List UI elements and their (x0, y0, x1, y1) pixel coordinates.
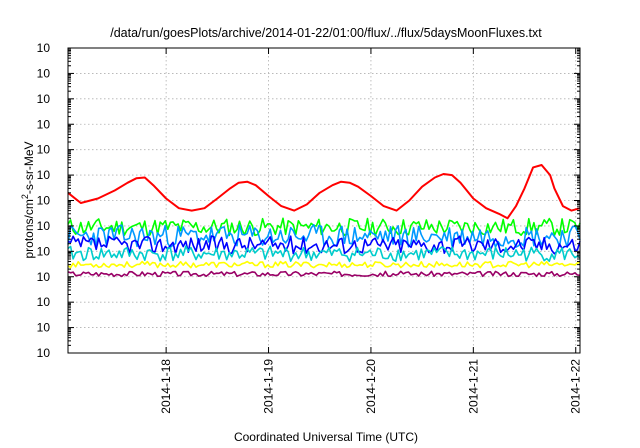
y-tick-label: 10 (37, 219, 51, 233)
y-tick-label: 10 (37, 270, 51, 284)
grid (68, 48, 580, 353)
x-tick-label: 2014-1-22 (569, 359, 583, 414)
y-axis-label: protons/cm2-s-sr-MeV (20, 141, 36, 258)
series-line (67, 260, 581, 269)
y-tick-label: 10 (37, 194, 51, 208)
series-line (67, 270, 581, 278)
chart-title: /data/run/goesPlots/archive/2014-01-22/0… (110, 26, 542, 40)
y-tick-label: 10 (37, 168, 51, 182)
x-tick-label: 2014-1-20 (364, 359, 378, 414)
y-axis-label-main: protons/cm (22, 199, 36, 258)
x-tick-label: 2014-1-18 (159, 359, 173, 414)
x-tick-label: 2014-1-19 (262, 359, 276, 414)
y-tick-label: 10 (37, 244, 51, 258)
y-tick-label: 10 (37, 346, 51, 360)
x-tick-labels: 2014-1-18 2014-1-19 2014-1-20 2014-1-21 2014… (159, 359, 583, 414)
y-tick-label: 10 (37, 321, 51, 335)
y-axis-label-sup: 2 (20, 194, 30, 199)
x-tick-label: 2014-1-21 (466, 359, 480, 414)
series-layer (67, 164, 581, 278)
y-tick-label: 10 (37, 117, 51, 131)
y-tick-label: 10 (37, 66, 51, 80)
y-axis-label-rest: -s-sr-MeV (22, 141, 36, 194)
y-tick-labels: 10-610-510-410-310-210-11001011021031041… (37, 41, 51, 360)
series-line (67, 164, 581, 220)
y-tick-label: 10 (37, 41, 51, 55)
series-line (67, 217, 581, 237)
series-line (67, 235, 581, 255)
y-tick-label: 10 (37, 295, 51, 309)
series-line (67, 245, 581, 263)
x-axis-label: Coordinated Universal Time (UTC) (234, 430, 418, 444)
tick-layer (68, 47, 580, 354)
y-tick-label: 10 (37, 92, 51, 106)
y-tick-label: 10 (37, 143, 51, 157)
